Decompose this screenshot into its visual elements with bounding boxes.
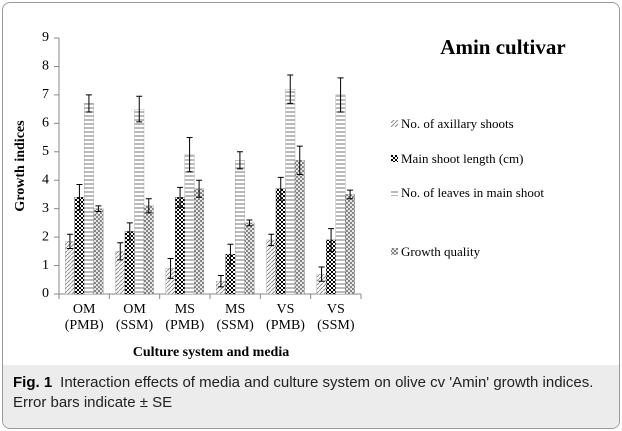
error-bar	[236, 151, 243, 170]
bar	[244, 222, 255, 295]
error-bar	[287, 74, 294, 104]
error-bar	[196, 179, 203, 198]
bar	[235, 160, 245, 295]
error-bar	[347, 189, 354, 200]
error-bar	[328, 228, 335, 252]
x-tick-label: OM (SSM)	[115, 302, 154, 333]
bar	[345, 194, 355, 295]
x-tick-label: MS (PMB)	[165, 302, 205, 333]
y-axis-label: Growth indices	[13, 120, 28, 212]
error-bar	[76, 183, 83, 211]
x-axis-label: Culture system and media	[133, 345, 289, 360]
bar	[143, 205, 154, 295]
error-bar	[85, 94, 92, 113]
bar	[335, 94, 346, 295]
bar	[266, 239, 277, 295]
error-bar	[268, 233, 275, 247]
bar	[294, 160, 305, 295]
caption-label: Fig. 1	[13, 374, 53, 391]
error-bar	[246, 219, 253, 227]
bar	[275, 188, 286, 295]
error-bar	[337, 77, 344, 113]
y-tick-label: 4	[42, 172, 49, 187]
legend-label: Main shoot length (cm)	[401, 151, 524, 166]
chart-title: Amin cultivar	[440, 35, 565, 59]
caption-text: Interaction effects of media and culture…	[13, 374, 594, 411]
error-bar	[145, 198, 152, 214]
bar	[285, 89, 296, 295]
bar	[74, 197, 85, 295]
x-tick-label: MS (SSM)	[216, 302, 254, 333]
bar	[175, 197, 185, 295]
legend-label: Growth quality	[401, 244, 481, 259]
legend-swatch	[391, 189, 398, 196]
error-bar	[167, 257, 174, 279]
error-bar	[277, 176, 284, 201]
error-bar	[177, 186, 184, 208]
y-tick-label: 6	[42, 116, 49, 131]
y-tick-label: 1	[42, 258, 49, 273]
error-bar	[66, 233, 73, 249]
bar	[124, 231, 135, 295]
error-bar	[186, 137, 193, 173]
x-tick-label: VS (PMB)	[266, 302, 305, 333]
y-tick-label: 8	[42, 59, 49, 74]
y-tick-label: 5	[42, 144, 49, 159]
error-bar	[217, 275, 224, 288]
legend-swatch	[391, 155, 398, 162]
error-bar	[318, 266, 325, 282]
error-bar	[117, 242, 124, 261]
error-bar	[126, 222, 133, 241]
y-tick-label: 9	[42, 30, 49, 45]
legend-label: No. of axillary shoots	[401, 116, 514, 131]
x-tick-label: VS (SSM)	[317, 302, 355, 333]
bar	[65, 241, 75, 295]
legend-label: No. of leaves in main shoot	[401, 185, 544, 200]
x-tick-label: OM (PMB)	[64, 302, 104, 333]
legend-swatch	[391, 120, 398, 127]
error-bar	[227, 243, 234, 265]
bar	[93, 208, 104, 295]
y-tick-label: 3	[42, 201, 49, 216]
bar	[194, 188, 204, 295]
error-bar	[296, 145, 303, 176]
chart: Amin cultivar Growth indices Culture sys…	[13, 30, 565, 360]
legend-swatch	[391, 248, 398, 255]
bar	[184, 154, 195, 295]
y-tick-label: 0	[42, 286, 49, 301]
bar	[84, 103, 94, 295]
caption: Fig. 1 Interaction effects of media and c…	[3, 365, 619, 428]
bar	[134, 108, 145, 295]
y-tick-label: 7	[42, 87, 49, 102]
error-bar	[136, 95, 143, 123]
y-tick-label: 2	[42, 229, 49, 244]
error-bar	[95, 205, 102, 213]
